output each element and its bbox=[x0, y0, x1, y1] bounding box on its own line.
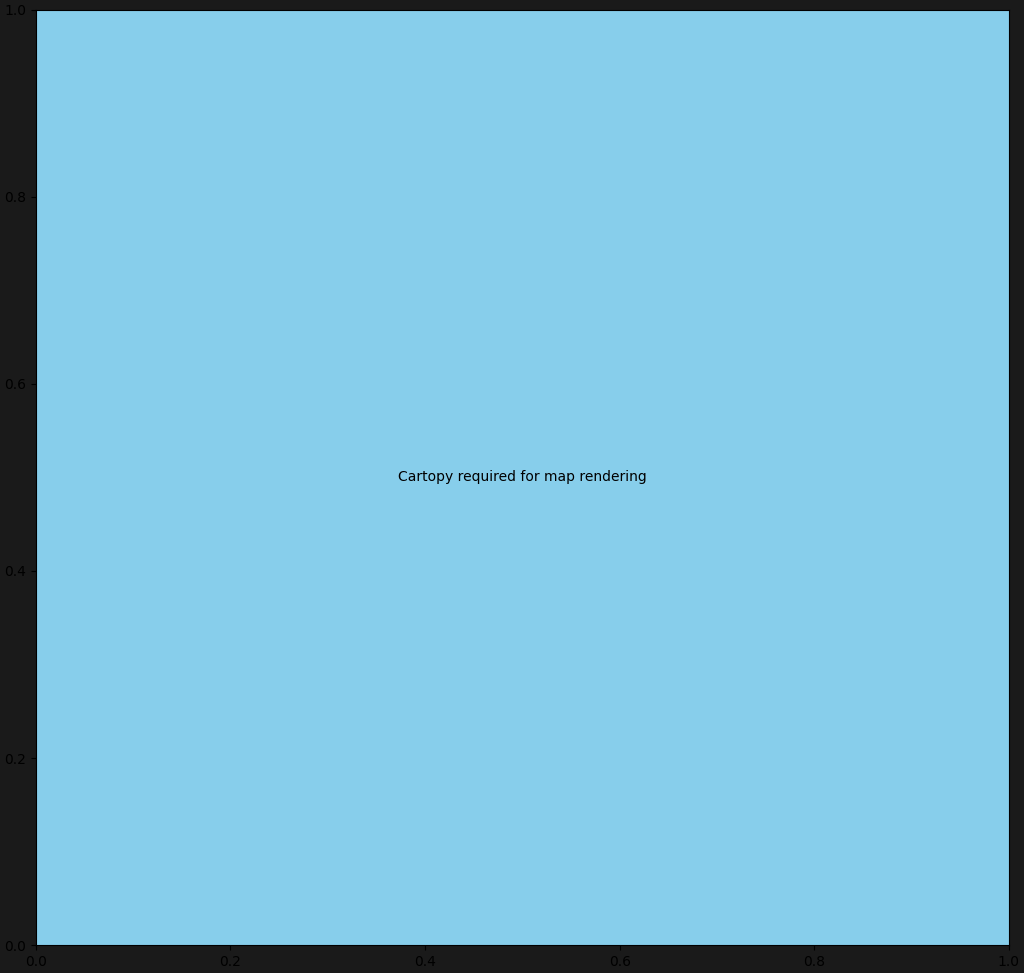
Text: Cartopy required for map rendering: Cartopy required for map rendering bbox=[398, 470, 647, 485]
